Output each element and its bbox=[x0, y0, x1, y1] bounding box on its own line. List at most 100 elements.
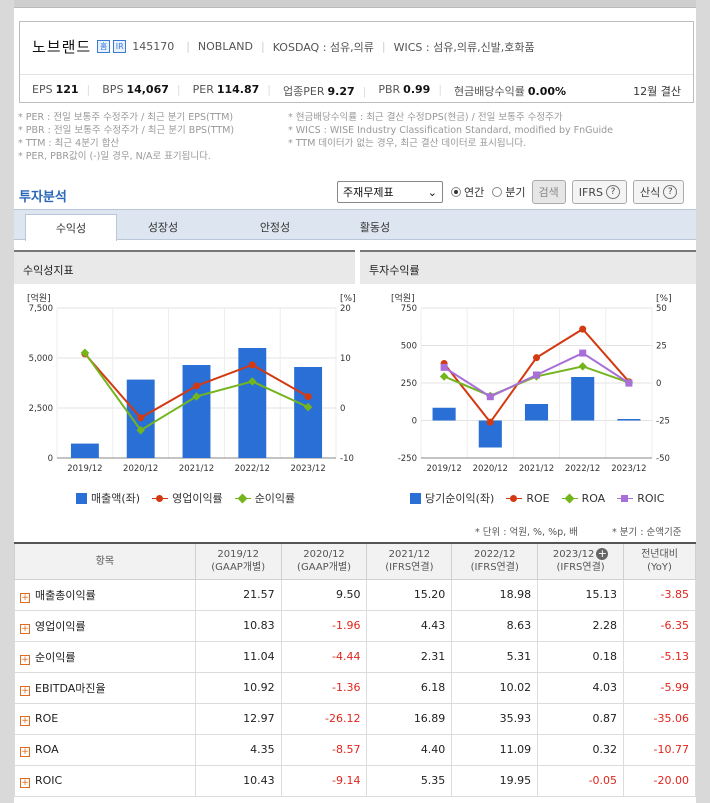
legend-swatch bbox=[617, 494, 634, 503]
expand-row-icon[interactable]: + bbox=[20, 777, 30, 788]
data-point[interactable] bbox=[533, 354, 540, 362]
statement-select[interactable]: 주재무제표 ⌄ bbox=[337, 181, 443, 203]
metric-4: PBR 0.99 | bbox=[378, 83, 442, 99]
x-tick-label: 2023/12 bbox=[290, 464, 325, 474]
formula-label: 산식 bbox=[639, 186, 661, 199]
tab-stability[interactable]: 안정성 bbox=[259, 221, 291, 234]
data-point[interactable] bbox=[303, 402, 313, 412]
expand-row-icon[interactable]: + bbox=[20, 746, 30, 757]
data-point[interactable] bbox=[193, 382, 200, 390]
legend-item[interactable]: 매출액(좌) bbox=[76, 490, 140, 506]
y2-tick-label: -50 bbox=[656, 454, 670, 464]
row-label-cell[interactable]: + EBITDA마진율 bbox=[14, 671, 196, 704]
data-point[interactable] bbox=[439, 372, 449, 381]
ifrs-help-button[interactable]: IFRS ? bbox=[571, 180, 627, 204]
tab-activity[interactable]: 활동성 bbox=[359, 221, 391, 234]
radio-quarter[interactable] bbox=[492, 187, 503, 197]
legend-label: 영업이익률 bbox=[172, 492, 223, 505]
tab-growth[interactable]: 성장성 bbox=[147, 221, 179, 234]
data-point[interactable] bbox=[304, 393, 312, 401]
table-row: + ROA 4.35 -8.57 4.40 11.09 0.32 -10.77 bbox=[14, 733, 696, 766]
row-label-cell[interactable]: + 매출총이익률 bbox=[14, 578, 196, 611]
legend-item[interactable]: 순이익률 bbox=[234, 490, 295, 506]
table-cell: 18.98 bbox=[451, 578, 539, 611]
data-point[interactable] bbox=[248, 361, 256, 369]
bar[interactable] bbox=[617, 419, 641, 421]
legend-item[interactable]: ROA bbox=[561, 492, 605, 505]
data-point[interactable] bbox=[137, 414, 145, 422]
table-row: + 매출총이익률 21.57 9.50 15.20 18.98 15.13 -3.85 bbox=[14, 578, 696, 611]
table-cell: 19.95 bbox=[451, 764, 539, 797]
formula-help-button[interactable]: 산식 ? bbox=[632, 180, 685, 204]
table-cell: 16.89 bbox=[366, 702, 453, 735]
metric-1: BPS 14,067 | bbox=[102, 83, 180, 99]
company-eng-name: NOBLAND bbox=[197, 40, 253, 53]
tab-profitability[interactable]: 수익성 bbox=[25, 214, 117, 241]
legend-item[interactable]: ROIC bbox=[617, 492, 664, 505]
column-header: 2019/12 (GAAP개별) bbox=[194, 542, 282, 580]
data-point[interactable] bbox=[579, 349, 587, 357]
expand-row-icon[interactable]: + bbox=[20, 592, 30, 603]
statement-select-value: 주재무제표 bbox=[343, 186, 394, 199]
expand-row-icon[interactable]: + bbox=[20, 654, 30, 665]
expand-columns-icon[interactable]: + bbox=[596, 547, 609, 561]
row-label-cell[interactable]: + ROA bbox=[14, 733, 196, 766]
bar[interactable] bbox=[294, 367, 323, 458]
help-icon: ? bbox=[605, 185, 620, 199]
column-header: 2023/12 + (IFRS연결) bbox=[537, 542, 625, 580]
row-label-cell[interactable]: + 영업이익률 bbox=[14, 609, 196, 642]
x-tick-label: 2019/12 bbox=[426, 464, 461, 474]
legend-item[interactable]: 영업이익률 bbox=[152, 490, 223, 506]
data-point[interactable] bbox=[578, 362, 587, 371]
legend-item[interactable]: ROE bbox=[506, 492, 550, 505]
ir-icon[interactable]: IR bbox=[113, 40, 127, 53]
search-button[interactable]: 검색 bbox=[531, 180, 566, 204]
row-label-cell[interactable]: + ROE bbox=[14, 702, 196, 735]
data-point[interactable] bbox=[486, 418, 494, 426]
x-tick-label: 2022/12 bbox=[565, 464, 600, 474]
table-cell: -0.05 bbox=[537, 764, 625, 797]
chevron-down-icon: ⌄ bbox=[427, 185, 437, 199]
x-tick-label: 2022/12 bbox=[235, 464, 270, 474]
legend-label: 당기순이익(좌) bbox=[425, 492, 495, 505]
data-point[interactable] bbox=[80, 348, 90, 358]
metrics-row: EPS 121 | BPS 14,067 | PER 114.87 | 업종PER 9.27 | PBR… bbox=[20, 74, 693, 99]
bar[interactable] bbox=[524, 404, 549, 421]
table-cell: 35.93 bbox=[451, 702, 539, 735]
table-cell: 11.04 bbox=[194, 640, 282, 673]
bar[interactable] bbox=[182, 365, 211, 458]
radio-annual[interactable] bbox=[451, 187, 461, 197]
y-tick-label: 5,000 bbox=[29, 354, 53, 364]
bar[interactable] bbox=[478, 420, 502, 448]
column-basis: (IFRS연결) bbox=[470, 562, 519, 574]
expand-row-icon[interactable]: + bbox=[20, 685, 30, 696]
y2-tick-label: 25 bbox=[656, 342, 667, 352]
column-year: 2021/12 bbox=[388, 549, 431, 561]
data-point[interactable] bbox=[192, 392, 201, 401]
data-point[interactable] bbox=[248, 377, 257, 386]
data-point[interactable] bbox=[136, 425, 145, 435]
legend-item[interactable]: 당기순이익(좌) bbox=[410, 490, 494, 506]
table-cell: 6.18 bbox=[366, 671, 453, 704]
expand-row-icon[interactable]: + bbox=[20, 715, 30, 726]
data-point[interactable] bbox=[486, 393, 494, 401]
analysis-controls: 주재무제표 ⌄ 연간 분기 검색 IFRS ? 산식 ? bbox=[337, 180, 685, 204]
table-cell: 4.03 bbox=[537, 671, 625, 704]
legend-swatch bbox=[561, 494, 578, 503]
bar[interactable] bbox=[571, 377, 595, 421]
home-icon[interactable]: 홈 bbox=[97, 40, 111, 53]
row-label-cell[interactable]: + 순이익률 bbox=[14, 640, 196, 673]
row-label-cell[interactable]: + ROIC bbox=[14, 764, 196, 797]
bar[interactable] bbox=[70, 443, 99, 458]
data-point[interactable] bbox=[533, 371, 540, 379]
table-cell: 4.35 bbox=[194, 733, 282, 766]
column-basis: (GAAP개별) bbox=[297, 562, 351, 574]
bar[interactable] bbox=[432, 407, 456, 421]
column-year: 2023/12 + bbox=[552, 547, 609, 561]
data-point[interactable] bbox=[625, 379, 633, 387]
data-point[interactable] bbox=[579, 325, 587, 333]
radio-quarter-label: 분기 bbox=[505, 186, 526, 199]
left-chart-title: 수익성지표 bbox=[14, 250, 355, 284]
expand-row-icon[interactable]: + bbox=[20, 623, 30, 634]
data-point[interactable] bbox=[440, 363, 448, 371]
